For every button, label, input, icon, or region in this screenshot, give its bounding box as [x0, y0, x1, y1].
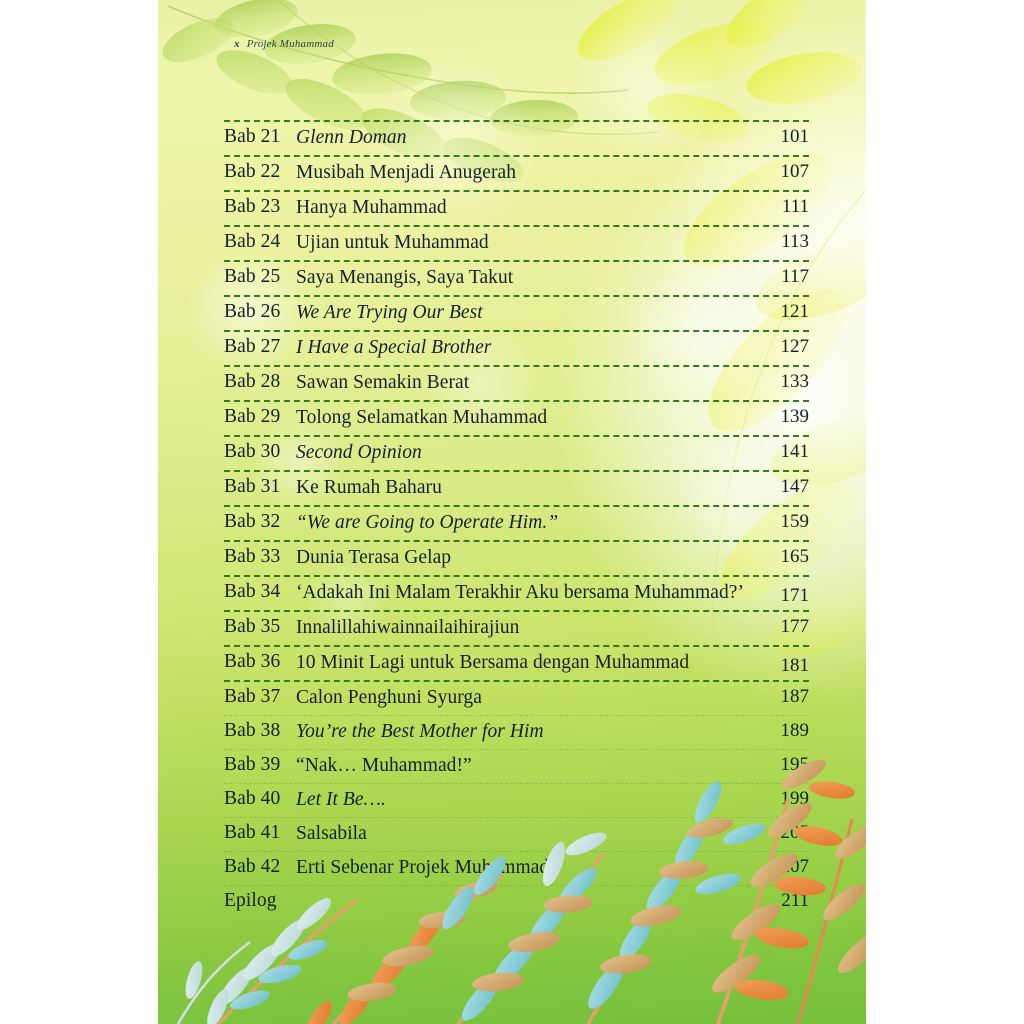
toc-chapter-label: Bab 41: [224, 822, 281, 843]
toc-chapter-title: Saya Menangis, Saya Takut: [296, 267, 514, 288]
toc-row[interactable]: Bab 22 Musibah Menjadi Anugerah 107: [224, 155, 809, 190]
toc-page-number: 113: [781, 231, 809, 252]
toc-page-number: 165: [780, 546, 810, 567]
toc-chapter-title: You’re the Best Mother for Him: [296, 721, 544, 742]
toc-row[interactable]: Bab 28 Sawan Semakin Berat 133: [224, 365, 809, 400]
toc-row[interactable]: Bab 30 Second Opinion 141: [224, 435, 809, 470]
toc-row[interactable]: Bab 24 Ujian untuk Muhammad 113: [224, 225, 809, 260]
toc-row[interactable]: Bab 34 ‘Adakah Ini Malam Terakhir Aku ber…: [224, 575, 809, 610]
toc-chapter-label: Bab 29: [224, 406, 281, 427]
toc-row[interactable]: Bab 29 Tolong Selamatkan Muhammad 139: [224, 400, 809, 435]
toc-row[interactable]: Bab 37 Calon Penghuni Syurga 187: [224, 680, 809, 715]
toc-row[interactable]: Bab 42 Erti Sebenar Projek Muhammad 207: [224, 851, 809, 885]
toc-chapter-title: Innalillahiwainnailaihirajiun: [296, 617, 520, 638]
toc-page-number: 139: [780, 406, 810, 427]
toc-page-number: 133: [780, 371, 810, 392]
toc-chapter-label: Bab 30: [224, 441, 281, 462]
toc-chapter-title: Sawan Semakin Berat: [296, 372, 470, 393]
toc-chapter-title: Second Opinion: [296, 442, 422, 463]
toc-page-number: 199: [780, 788, 810, 809]
toc-page-number: 107: [780, 161, 810, 182]
toc-chapter-label: Bab 38: [224, 720, 281, 741]
toc-chapter-title: Ujian untuk Muhammad: [296, 232, 489, 253]
toc-row[interactable]: Bab 21 Glenn Doman 101: [224, 120, 809, 155]
toc-chapter-title: Calon Penghuni Syurga: [296, 687, 482, 708]
toc-chapter-title: “We are Going to Operate Him.”: [296, 512, 559, 533]
toc-page-number: 127: [780, 336, 810, 357]
toc-chapter-title: 10 Minit Lagi untuk Bersama dengan Muham…: [296, 652, 690, 673]
toc-page-number: 195: [780, 754, 810, 775]
toc-chapter-title: Erti Sebenar Projek Muhammad: [296, 857, 550, 878]
toc-page-number: 147: [780, 476, 810, 497]
toc-chapter-label: Bab 34: [224, 581, 281, 602]
toc-chapter-label: Bab 31: [224, 476, 281, 497]
toc-row[interactable]: Bab 33 Dunia Terasa Gelap 165: [224, 540, 809, 575]
toc-chapter-label: Bab 27: [224, 336, 281, 357]
toc-row[interactable]: Bab 39 “Nak… Muhammad!” 195: [224, 749, 809, 783]
toc-row[interactable]: Epilog 211: [224, 885, 809, 919]
toc-page-number: 181: [780, 655, 810, 676]
toc-page-number: 111: [781, 196, 809, 217]
toc-chapter-title: Hanya Muhammad: [296, 197, 447, 218]
running-head: x Projek Muhammad: [234, 38, 334, 50]
toc-page-number: 101: [780, 126, 810, 147]
toc-chapter-label: Bab 42: [224, 856, 281, 877]
toc-row[interactable]: Bab 26 We Are Trying Our Best 121: [224, 295, 809, 330]
toc-page-number: 159: [780, 511, 810, 532]
toc-row[interactable]: Bab 38 You’re the Best Mother for Him 189: [224, 715, 809, 749]
table-of-contents: Bab 21 Glenn Doman 101 Bab 22 Musibah Menjad…: [224, 120, 809, 919]
toc-page-number: 117: [781, 266, 809, 287]
toc-chapter-title: We Are Trying Our Best: [296, 302, 483, 323]
toc-chapter-title: I Have a Special Brother: [296, 337, 492, 358]
toc-chapter-label: Bab 40: [224, 788, 281, 809]
toc-page-number: 211: [781, 890, 809, 911]
running-head-folio: x: [234, 38, 240, 50]
toc-chapter-label: Bab 28: [224, 371, 281, 392]
toc-chapter-label: Bab 26: [224, 301, 281, 322]
toc-chapter-title: ‘Adakah Ini Malam Terakhir Aku bersama M…: [296, 582, 744, 603]
toc-row[interactable]: Bab 35 Innalillahiwainnailaihirajiun 177: [224, 610, 809, 645]
toc-row[interactable]: Bab 32 “We are Going to Operate Him.” 159: [224, 505, 809, 540]
toc-page-number: 177: [780, 616, 810, 637]
toc-chapter-title: Ke Rumah Baharu: [296, 477, 442, 498]
toc-chapter-label: Bab 37: [224, 686, 281, 707]
toc-row[interactable]: Bab 23 Hanya Muhammad 111: [224, 190, 809, 225]
toc-chapter-label: Bab 32: [224, 511, 281, 532]
toc-page-number: 205: [780, 822, 810, 843]
toc-chapter-label: Bab 35: [224, 616, 281, 637]
toc-chapter-label: Bab 24: [224, 231, 281, 252]
toc-chapter-title: Musibah Menjadi Anugerah: [296, 162, 516, 183]
toc-chapter-title: Let It Be….: [296, 789, 386, 810]
toc-page-number: 187: [780, 686, 810, 707]
toc-chapter-title: Salsabila: [296, 823, 367, 844]
toc-chapter-title: Dunia Terasa Gelap: [296, 547, 452, 568]
toc-chapter-label: Bab 23: [224, 196, 281, 217]
toc-page-number: 207: [780, 856, 810, 877]
toc-row[interactable]: Bab 25 Saya Menangis, Saya Takut 117: [224, 260, 809, 295]
toc-chapter-label: Bab 22: [224, 161, 281, 182]
toc-chapter-title: “Nak… Muhammad!”: [296, 755, 472, 776]
toc-row[interactable]: Bab 27 I Have a Special Brother 127: [224, 330, 809, 365]
toc-chapter-label: Bab 25: [224, 266, 281, 287]
toc-page-number: 121: [780, 301, 810, 322]
toc-row[interactable]: Bab 40 Let It Be…. 199: [224, 783, 809, 817]
toc-page-number: 171: [780, 585, 810, 606]
toc-chapter-title: Tolong Selamatkan Muhammad: [296, 407, 548, 428]
toc-chapter-label: Bab 21: [224, 126, 281, 147]
toc-page-number: 141: [780, 441, 810, 462]
toc-chapter-title: Glenn Doman: [296, 127, 407, 148]
toc-chapter-label: Bab 36: [224, 651, 281, 672]
toc-row[interactable]: Bab 36 10 Minit Lagi untuk Bersama dengan…: [224, 645, 809, 680]
toc-row[interactable]: Bab 41 Salsabila 205: [224, 817, 809, 851]
toc-chapter-label: Bab 33: [224, 546, 281, 567]
book-page: x Projek Muhammad Bab 21 Glenn Doman 101 Bab…: [158, 0, 866, 1024]
toc-row[interactable]: Bab 31 Ke Rumah Baharu 147: [224, 470, 809, 505]
toc-page-number: 189: [780, 720, 810, 741]
running-head-title: Projek Muhammad: [246, 38, 334, 50]
toc-chapter-label: Epilog: [224, 890, 277, 911]
toc-chapter-label: Bab 39: [224, 754, 281, 775]
